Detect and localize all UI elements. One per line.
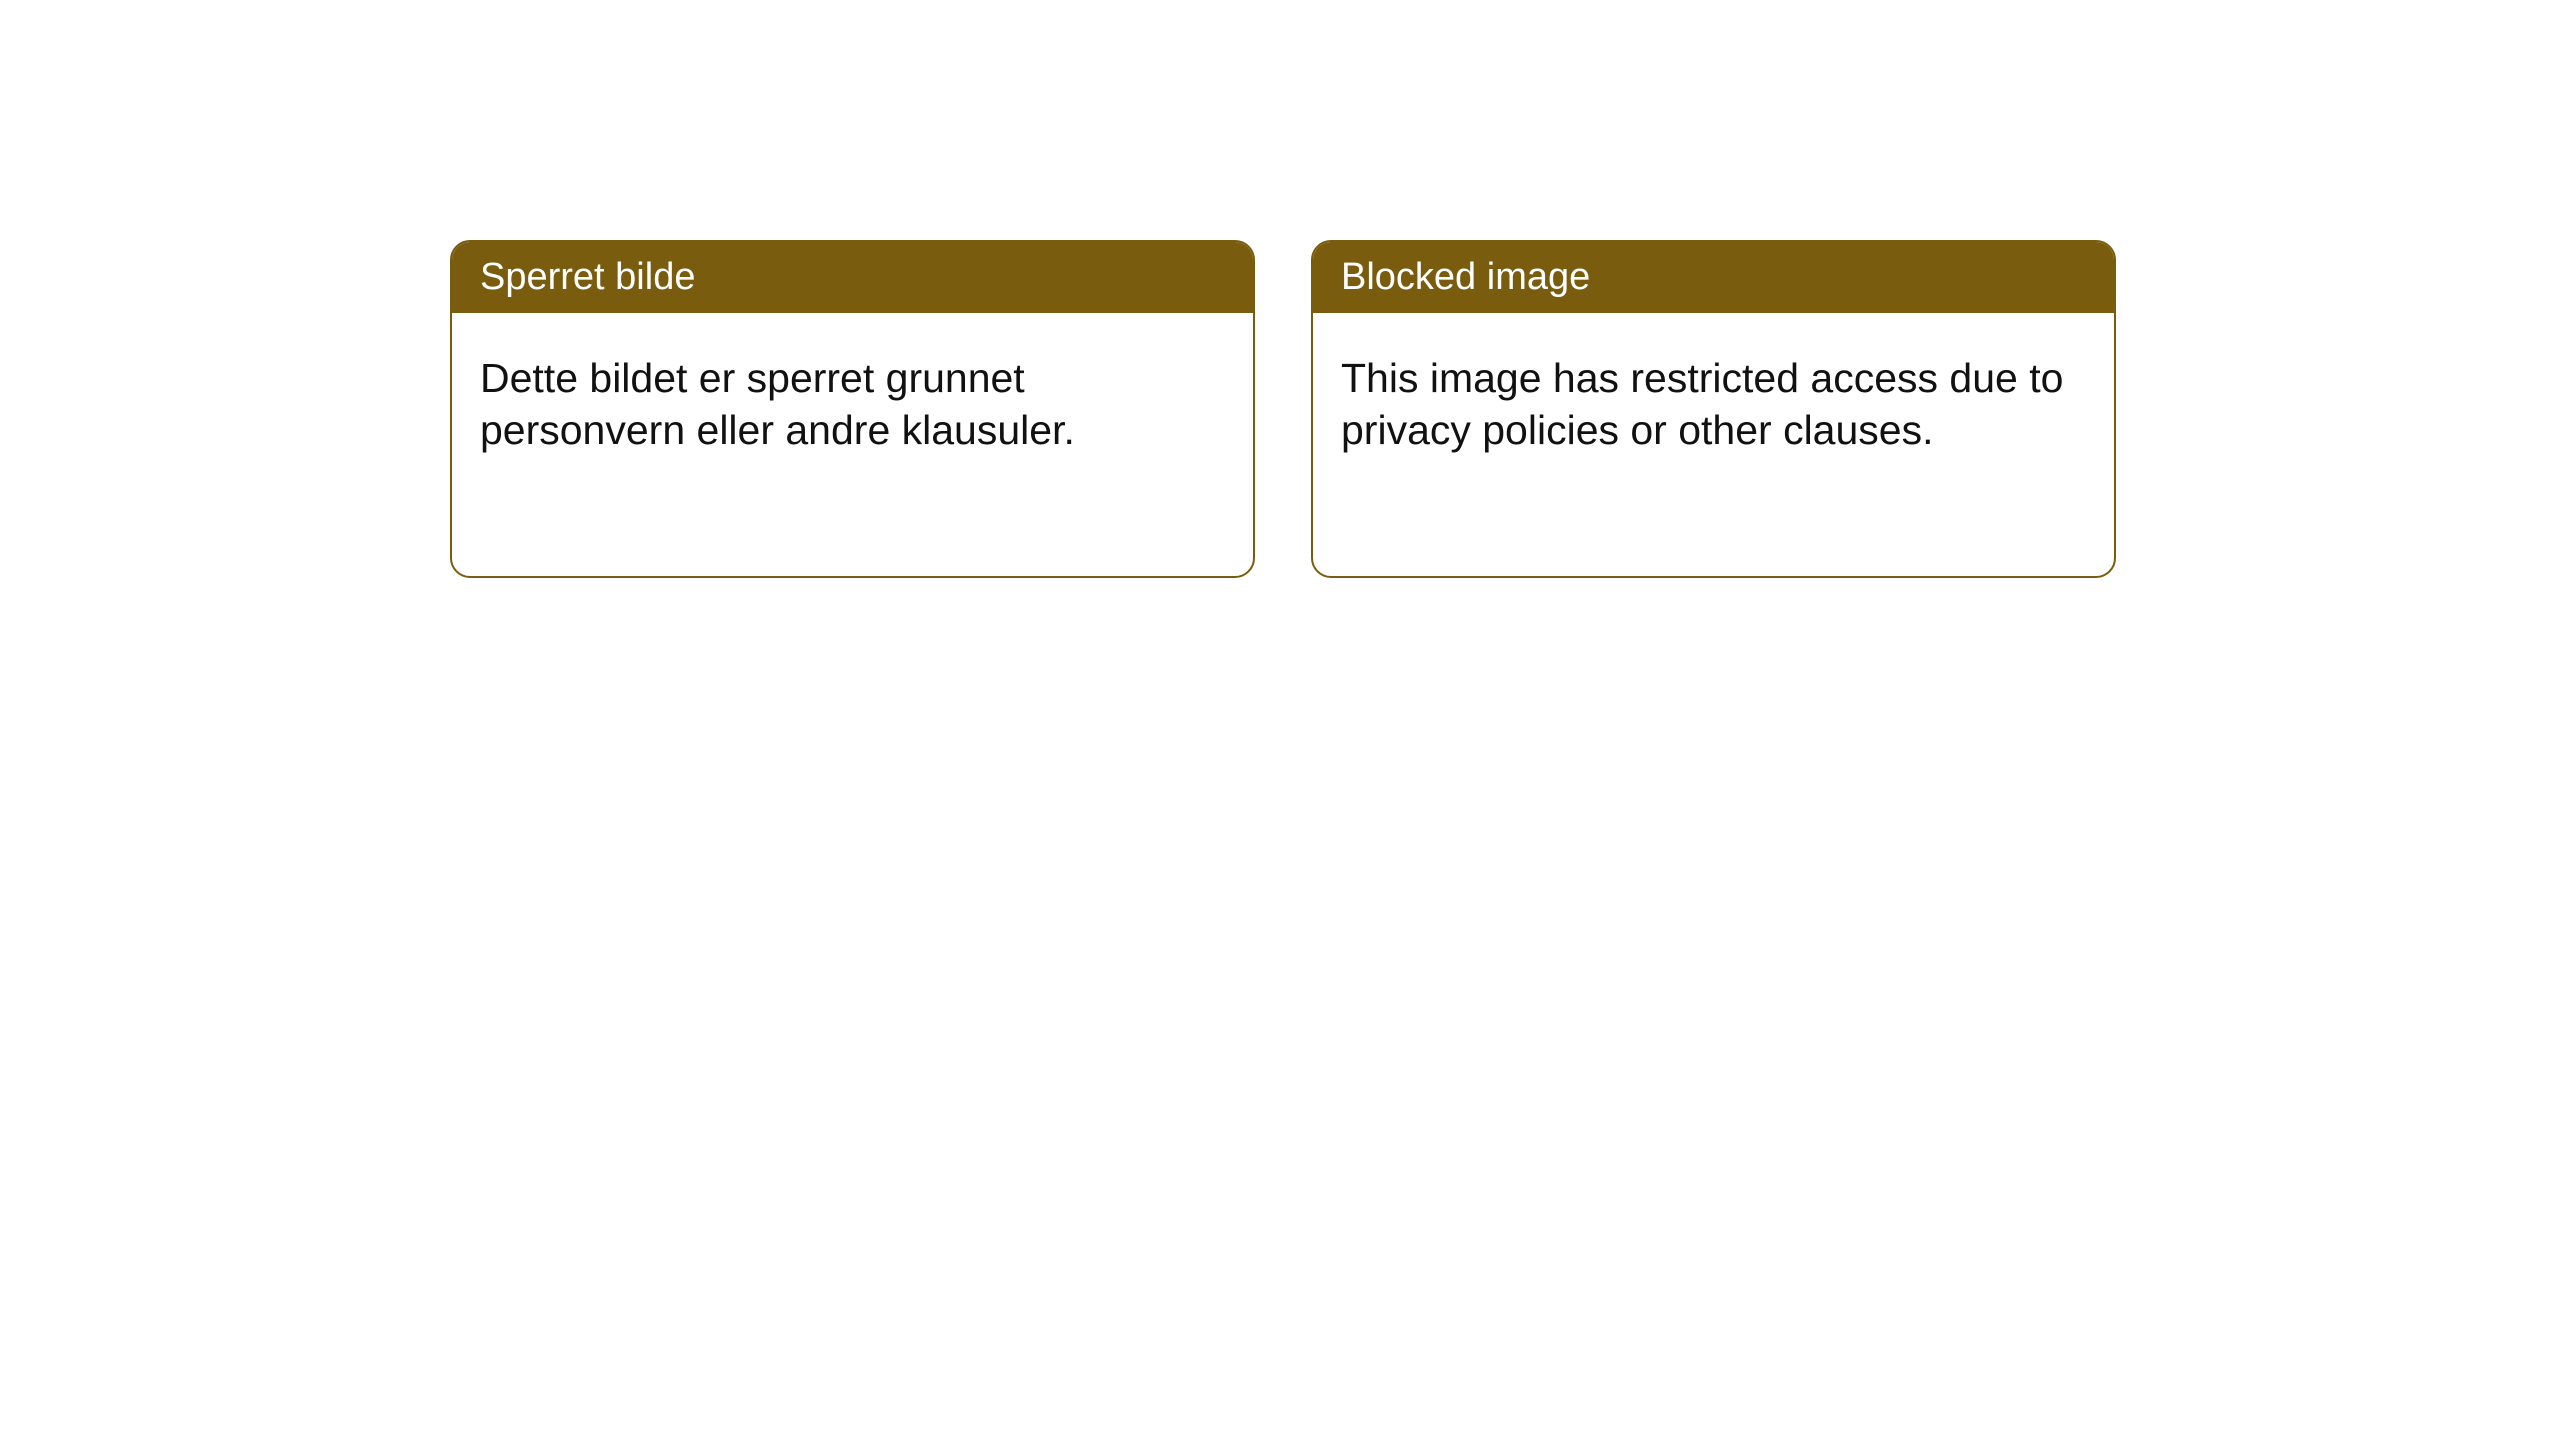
notice-card-body-text: Dette bildet er sperret grunnet personve… bbox=[480, 355, 1075, 453]
notice-cards-container: Sperret bilde Dette bildet er sperret gr… bbox=[450, 240, 2116, 578]
notice-card-body: This image has restricted access due to … bbox=[1313, 313, 2114, 496]
notice-card-title: Sperret bilde bbox=[480, 256, 695, 298]
notice-card-norwegian: Sperret bilde Dette bildet er sperret gr… bbox=[450, 240, 1255, 578]
notice-card-body-text: This image has restricted access due to … bbox=[1341, 355, 2063, 453]
notice-card-english: Blocked image This image has restricted … bbox=[1311, 240, 2116, 578]
notice-card-header: Blocked image bbox=[1313, 242, 2114, 313]
notice-card-header: Sperret bilde bbox=[452, 242, 1253, 313]
notice-card-title: Blocked image bbox=[1341, 256, 1590, 298]
notice-card-body: Dette bildet er sperret grunnet personve… bbox=[452, 313, 1253, 496]
